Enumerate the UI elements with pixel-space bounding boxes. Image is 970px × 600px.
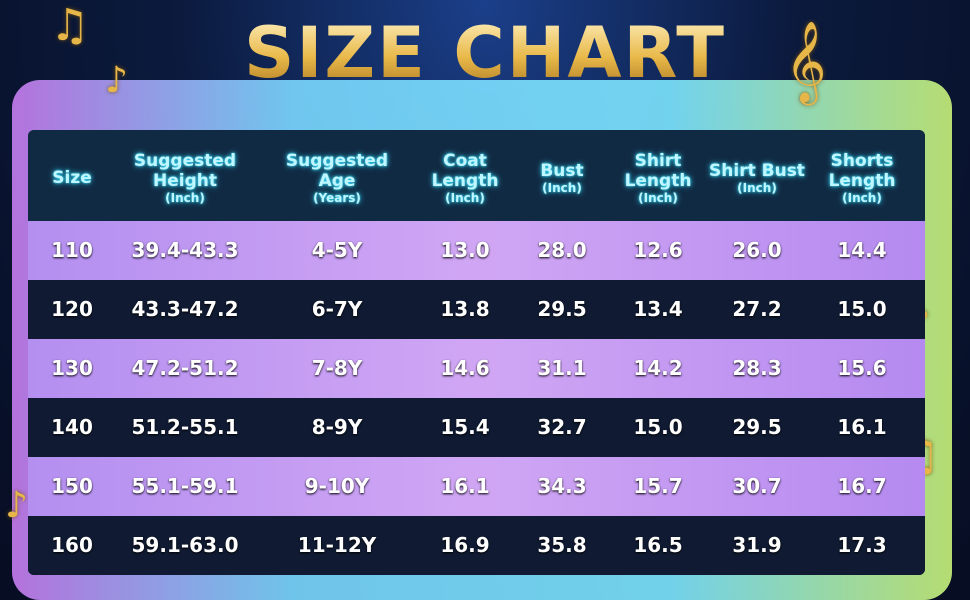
- table-cell: 11-12Y: [297, 533, 377, 557]
- table-cell: 15.0: [633, 415, 683, 439]
- header-unit: (Inch): [737, 181, 777, 195]
- table-cell: 13.8: [440, 297, 490, 321]
- table-cell: 140: [51, 415, 93, 439]
- music-note-icon: ♪: [5, 485, 28, 526]
- column-header: Bust (Inch): [507, 161, 617, 195]
- table-cell: 16.7: [837, 474, 887, 498]
- header-label: Bust: [540, 161, 584, 181]
- table-row: 160 59.1-63.0 11-12Y 16.9 35.8 16.5 31.9 17.3: [28, 516, 925, 575]
- table-cell: 13.0: [440, 238, 490, 262]
- table-cell: 51.2-55.1: [131, 415, 239, 439]
- table-cell: 32.7: [537, 415, 587, 439]
- header-unit: (Inch): [165, 191, 205, 205]
- table-cell: 14.2: [633, 356, 683, 380]
- table-cell: 17.3: [837, 533, 887, 557]
- table-cell: 13.4: [633, 297, 683, 321]
- header-unit: (Inch): [445, 191, 485, 205]
- table-row: 130 47.2-51.2 7-8Y 14.6 31.1 14.2 28.3 15.6: [28, 339, 925, 398]
- column-header: Shirt Bust (Inch): [702, 161, 812, 195]
- table-cell: 35.8: [537, 533, 587, 557]
- treble-clef-icon: 𝄞: [785, 20, 827, 102]
- table-cell: 16.5: [633, 533, 683, 557]
- column-header: Suggested Age (Years): [282, 151, 392, 205]
- header-unit: (Inch): [842, 191, 882, 205]
- page-title: SIZE CHART: [0, 12, 970, 94]
- column-header: Size: [42, 168, 102, 188]
- table-cell: 6-7Y: [311, 297, 363, 321]
- header-label: Shorts Length: [828, 151, 896, 191]
- table-cell: 30.7: [732, 474, 782, 498]
- table-cell: 59.1-63.0: [131, 533, 239, 557]
- table-cell: 150: [51, 474, 93, 498]
- table-cell: 110: [51, 238, 93, 262]
- column-header: Shorts Length (Inch): [807, 151, 917, 205]
- table-cell: 27.2: [732, 297, 782, 321]
- table-cell: 34.3: [537, 474, 587, 498]
- table-cell: 7-8Y: [311, 356, 363, 380]
- table-cell: 160: [51, 533, 93, 557]
- table-cell: 130: [51, 356, 93, 380]
- music-note-icon: ♫: [50, 0, 90, 51]
- music-note-icon: ♪: [105, 60, 128, 101]
- table-row: 120 43.3-47.2 6-7Y 13.8 29.5 13.4 27.2 15.0: [28, 280, 925, 339]
- header-label: Shirt Length: [624, 151, 692, 191]
- table-row: 140 51.2-55.1 8-9Y 15.4 32.7 15.0 29.5 16.1: [28, 398, 925, 457]
- header-unit: (Years): [313, 191, 361, 205]
- table-cell: 28.0: [537, 238, 587, 262]
- table-cell: 15.6: [837, 356, 887, 380]
- header-label: Suggested Age: [285, 151, 389, 191]
- table-cell: 47.2-51.2: [131, 356, 239, 380]
- table-cell: 120: [51, 297, 93, 321]
- table-cell: 14.6: [440, 356, 490, 380]
- table-cell: 14.4: [837, 238, 887, 262]
- column-header: Suggested Height (Inch): [130, 151, 240, 205]
- table-cell: 15.0: [837, 297, 887, 321]
- header-label: Coat Length: [431, 151, 499, 191]
- table-cell: 29.5: [537, 297, 587, 321]
- table-row: 150 55.1-59.1 9-10Y 16.1 34.3 15.7 30.7 16.7: [28, 457, 925, 516]
- header-label: Suggested Height: [133, 151, 237, 191]
- table-row: 110 39.4-43.3 4-5Y 13.0 28.0 12.6 26.0 14.4: [28, 221, 925, 280]
- size-table: Size Suggested Height (Inch) Suggested Age(…: [28, 130, 925, 575]
- table-cell: 12.6: [633, 238, 683, 262]
- header-label: Size: [52, 168, 92, 188]
- table-cell: 26.0: [732, 238, 782, 262]
- table-header: Size Suggested Height (Inch) Suggested Age(…: [28, 130, 925, 221]
- table-cell: 9-10Y: [304, 474, 370, 498]
- table-cell: 39.4-43.3: [131, 238, 239, 262]
- header-label: Shirt Bust: [709, 161, 805, 181]
- table-cell: 16.1: [837, 415, 887, 439]
- table-cell: 29.5: [732, 415, 782, 439]
- table-cell: 16.1: [440, 474, 490, 498]
- column-header: Coat Length (Inch): [410, 151, 520, 205]
- table-cell: 31.1: [537, 356, 587, 380]
- table-cell: 43.3-47.2: [131, 297, 239, 321]
- header-unit: (Inch): [638, 191, 678, 205]
- table-cell: 15.7: [633, 474, 683, 498]
- header-unit: (Inch): [542, 181, 582, 195]
- table-cell: 55.1-59.1: [131, 474, 239, 498]
- table-cell: 31.9: [732, 533, 782, 557]
- table-cell: 16.9: [440, 533, 490, 557]
- table-cell: 8-9Y: [311, 415, 363, 439]
- table-cell: 4-5Y: [311, 238, 363, 262]
- table-cell: 28.3: [732, 356, 782, 380]
- table-cell: 15.4: [440, 415, 490, 439]
- column-header: Shirt Length (Inch): [603, 151, 713, 205]
